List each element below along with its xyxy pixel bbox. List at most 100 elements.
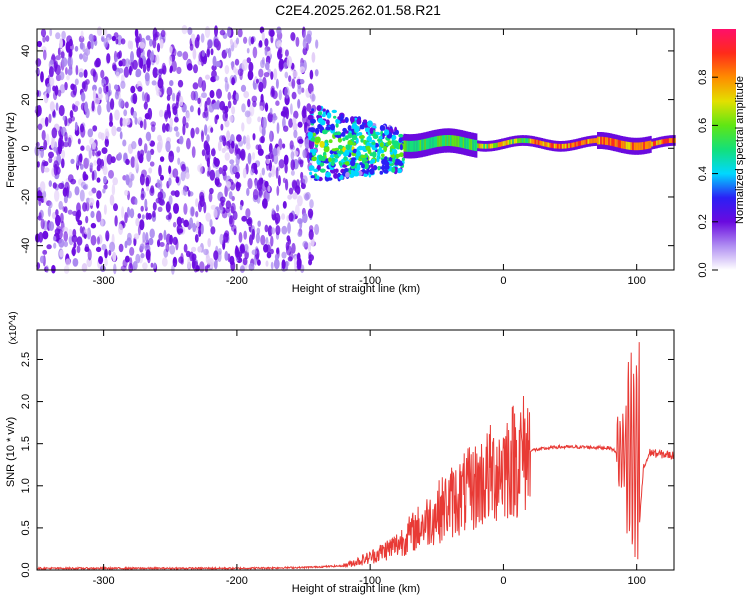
- heatmap-onset-cell: [391, 134, 397, 141]
- heatmap-noise-cell: [70, 158, 75, 164]
- heatmap-noise-cell: [283, 62, 288, 70]
- heatmap-noise-cell: [207, 238, 211, 248]
- colorbar-gradient: [712, 29, 736, 270]
- heatmap-onset-cell: [334, 168, 339, 174]
- heatmap-noise-cell: [252, 100, 257, 108]
- heatmap-noise-cell: [85, 79, 90, 85]
- heatmap-noise-cell: [238, 232, 243, 243]
- heatmap-noise-cell: [159, 242, 165, 247]
- heatmap-noise-cell: [149, 228, 155, 239]
- heatmap-noise-cell: [134, 28, 139, 38]
- heatmap-noise-cell: [102, 188, 106, 194]
- heatmap-noise-cell: [165, 214, 171, 220]
- heatmap-noise-cell: [119, 117, 124, 127]
- heatmap-onset-cell: [340, 113, 344, 121]
- heatmap-noise-cell: [121, 206, 125, 219]
- heatmap-noise-cell: [275, 225, 281, 236]
- heatmap-noise-cell: [224, 185, 228, 198]
- heatmap-noise-cell: [298, 159, 304, 165]
- heatmap-onset-cell: [376, 156, 380, 163]
- heatmap-noise-cell: [80, 30, 84, 39]
- heatmap-noise-cell: [252, 189, 259, 200]
- heatmap-noise-cell: [255, 232, 260, 244]
- heatmap-band-core-cell: [672, 138, 675, 143]
- heatmap-noise-cell: [84, 243, 89, 252]
- heatmap-noise-cell: [147, 107, 153, 120]
- heatmap-noise-cell: [185, 250, 191, 258]
- heatmap-band-core-cell: [593, 138, 596, 143]
- heatmap-noise-cell: [48, 180, 52, 188]
- heatmap-band-core-cell: [427, 138, 430, 150]
- heatmap-noise-cell: [258, 81, 264, 93]
- heatmap-noise-cell: [275, 78, 279, 89]
- heatmap-band-core-cell: [451, 135, 454, 147]
- heatmap-band-core-cell: [512, 139, 515, 144]
- tick-label: 100: [628, 575, 646, 587]
- heatmap-noise-cell: [278, 159, 285, 169]
- heatmap-onset-cell: [333, 172, 339, 179]
- heatmap-noise-cell: [275, 167, 279, 179]
- heatmap-band-core-cell: [403, 140, 406, 152]
- tick-label: -200: [226, 575, 248, 587]
- heatmap-noise-cell: [142, 64, 147, 74]
- heatmap-noise-cell: [139, 173, 145, 186]
- heatmap-onset-cell: [379, 149, 385, 154]
- heatmap-noise-cell: [225, 200, 232, 209]
- spectrogram-frame: [36, 28, 675, 271]
- heatmap-noise-cell: [39, 181, 46, 193]
- heatmap-band-core-cell: [582, 140, 585, 145]
- heatmap-noise-cell: [55, 55, 61, 61]
- heatmap-band-core-cell: [462, 137, 465, 149]
- heatmap-noise-cell: [174, 190, 180, 198]
- heatmap-noise-cell: [65, 258, 71, 266]
- heatmap-noise-cell: [179, 135, 184, 145]
- heatmap-band-core-cell: [550, 143, 553, 148]
- heatmap-noise-cell: [71, 246, 76, 257]
- heatmap-noise-cell: [141, 91, 145, 102]
- heatmap-noise-cell: [213, 250, 219, 261]
- page-title: C2E4.2025.262.01.58.R21: [275, 2, 441, 18]
- heatmap-noise-cell: [260, 93, 264, 103]
- heatmap-noise-cell: [148, 167, 153, 174]
- heatmap-noise-cell: [140, 205, 144, 212]
- tick-label: 0.8: [697, 70, 709, 85]
- tick-label: -300: [93, 275, 115, 287]
- heatmap-noise-cell: [196, 34, 200, 42]
- heatmap-band-core-cell: [424, 138, 427, 150]
- heatmap-band-core-cell: [475, 140, 478, 151]
- tick-label: 2.5: [20, 352, 32, 367]
- heatmap-noise-cell: [54, 85, 59, 96]
- heatmap-onset-cell: [372, 125, 377, 130]
- heatmap-noise-cell: [130, 60, 134, 72]
- heatmap-noise-cell: [124, 240, 128, 249]
- heatmap-band-core-cell: [667, 138, 670, 144]
- heatmap-noise-cell: [54, 60, 58, 69]
- heatmap-noise-cell: [169, 80, 174, 87]
- heatmap-noise-cell: [101, 243, 107, 251]
- heatmap-noise-cell: [302, 149, 307, 159]
- heatmap-noise-cell: [62, 226, 69, 234]
- heatmap-noise-cell: [288, 75, 292, 83]
- heatmap-noise-cell: [79, 163, 84, 170]
- heatmap-noise-cell: [96, 26, 103, 36]
- heatmap-band-core-cell: [566, 143, 569, 149]
- heatmap-band-core-cell: [472, 139, 475, 151]
- heatmap-band-core-cell: [542, 141, 545, 147]
- heatmap-noise-cell: [158, 232, 163, 241]
- heatmap-noise-cell: [74, 121, 78, 131]
- heatmap-noise-cell: [168, 165, 172, 174]
- heatmap-noise-cell: [120, 80, 126, 90]
- heatmap-noise-cell: [177, 157, 181, 165]
- heatmap-noise-cell: [250, 168, 255, 176]
- heatmap-band-core-cell: [467, 138, 470, 150]
- heatmap-noise-cell: [263, 72, 270, 78]
- heatmap-noise-cell: [241, 103, 246, 113]
- heatmap-noise-cell: [160, 29, 166, 38]
- heatmap-noise-cell: [248, 262, 255, 271]
- heatmap-noise-cell: [209, 219, 213, 228]
- heatmap-noise-cell: [210, 48, 214, 56]
- snr-x-ticks: -300 -200 -100 0 100: [93, 330, 646, 587]
- heatmap-noise-cell: [187, 189, 191, 197]
- heatmap-band-core-cell: [485, 143, 487, 149]
- heatmap-noise-cell: [158, 164, 162, 177]
